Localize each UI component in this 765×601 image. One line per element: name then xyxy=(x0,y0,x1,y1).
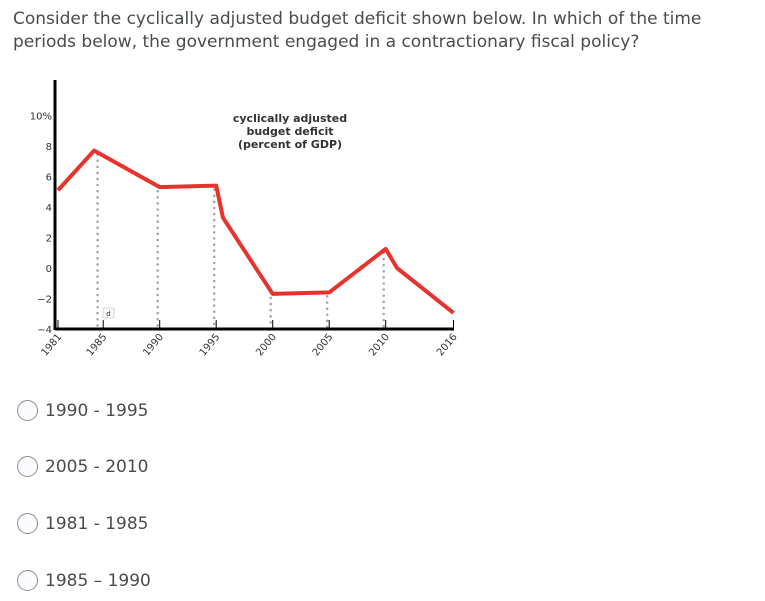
chart-annotation: cyclically adjusted budget deficit (percen… xyxy=(233,112,347,151)
radio-button[interactable] xyxy=(17,513,38,534)
y-tick-label: 6 xyxy=(46,173,52,184)
y-tick-label: 4 xyxy=(46,203,52,214)
option-2005-2010[interactable]: 2005 - 2010 xyxy=(17,456,148,477)
option-label: 1985 – 1990 xyxy=(45,570,151,591)
y-tick-label: 8 xyxy=(46,142,52,153)
series-line xyxy=(56,148,455,315)
x-tick-label: 2010 xyxy=(367,332,392,359)
option-label: 1990 - 1995 xyxy=(45,400,149,421)
radio-button[interactable] xyxy=(17,570,38,591)
marker-box xyxy=(102,307,115,319)
x-tick-label: 1995 xyxy=(198,332,223,359)
annotation-line: budget deficit xyxy=(246,125,333,138)
option-1981-1985[interactable]: 1981 - 1985 xyxy=(17,513,148,534)
annotation-line: (percent of GDP) xyxy=(238,138,342,151)
option-label: 1981 - 1985 xyxy=(45,513,149,534)
x-tick-label: 1990 xyxy=(141,332,166,359)
question-text: Consider the cyclically adjusted budget … xyxy=(13,9,702,52)
x-tick-label: 2016 xyxy=(435,332,460,359)
x-tick-label: 2000 xyxy=(254,332,279,359)
x-tick-label: 2005 xyxy=(311,332,336,359)
y-tick-label: −4 xyxy=(37,325,52,336)
y-tick-label: 2 xyxy=(46,234,52,245)
y-tick-label: −2 xyxy=(37,295,52,306)
y-tick-label: 10% xyxy=(30,112,52,123)
option-label: 2005 - 2010 xyxy=(45,456,149,477)
x-tick-label: 1985 xyxy=(85,332,110,359)
annotation-line: cyclically adjusted xyxy=(233,112,347,125)
y-tick-label: 0 xyxy=(46,264,52,275)
radio-button[interactable] xyxy=(17,456,38,477)
marker-label: d xyxy=(106,310,110,318)
radio-button[interactable] xyxy=(17,400,38,421)
option-1985-1990[interactable]: 1985 – 1990 xyxy=(17,570,151,591)
option-1990-1995[interactable]: 1990 - 1995 xyxy=(17,400,148,421)
